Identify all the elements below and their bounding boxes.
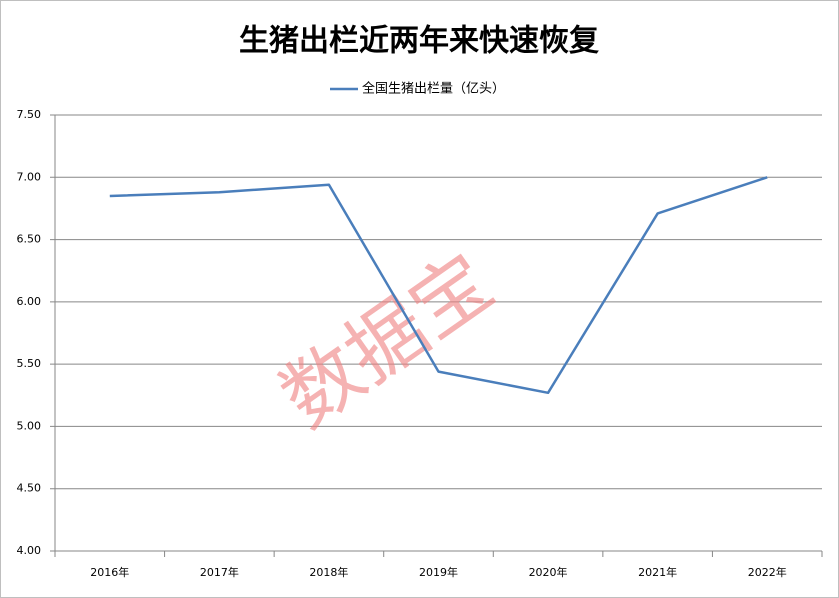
x-tick-label: 2016年 (90, 565, 129, 579)
y-tick-label: 7.00 (17, 170, 42, 183)
legend-label: 全国生猪出栏量（亿头） (362, 81, 505, 97)
x-tick-label: 2019年 (419, 565, 458, 579)
y-tick-label: 7.50 (17, 108, 42, 121)
y-tick-label: 6.00 (17, 295, 42, 308)
y-tick-label: 5.00 (17, 419, 42, 432)
x-tick-label: 2018年 (309, 565, 348, 579)
y-tick-label: 4.50 (17, 482, 42, 495)
chart-title: 生猪出栏近两年来快速恢复 (239, 24, 599, 59)
series-line (109, 176, 768, 395)
x-tick-label: 2021年 (638, 565, 677, 579)
y-tick-label: 4.00 (17, 544, 42, 557)
y-tick-label: 6.50 (17, 233, 42, 246)
x-tick-label: 2020年 (529, 565, 568, 579)
y-tick-label: 5.50 (17, 357, 42, 370)
x-tick-label: 2017年 (200, 565, 239, 579)
x-tick-label: 2022年 (748, 565, 787, 579)
